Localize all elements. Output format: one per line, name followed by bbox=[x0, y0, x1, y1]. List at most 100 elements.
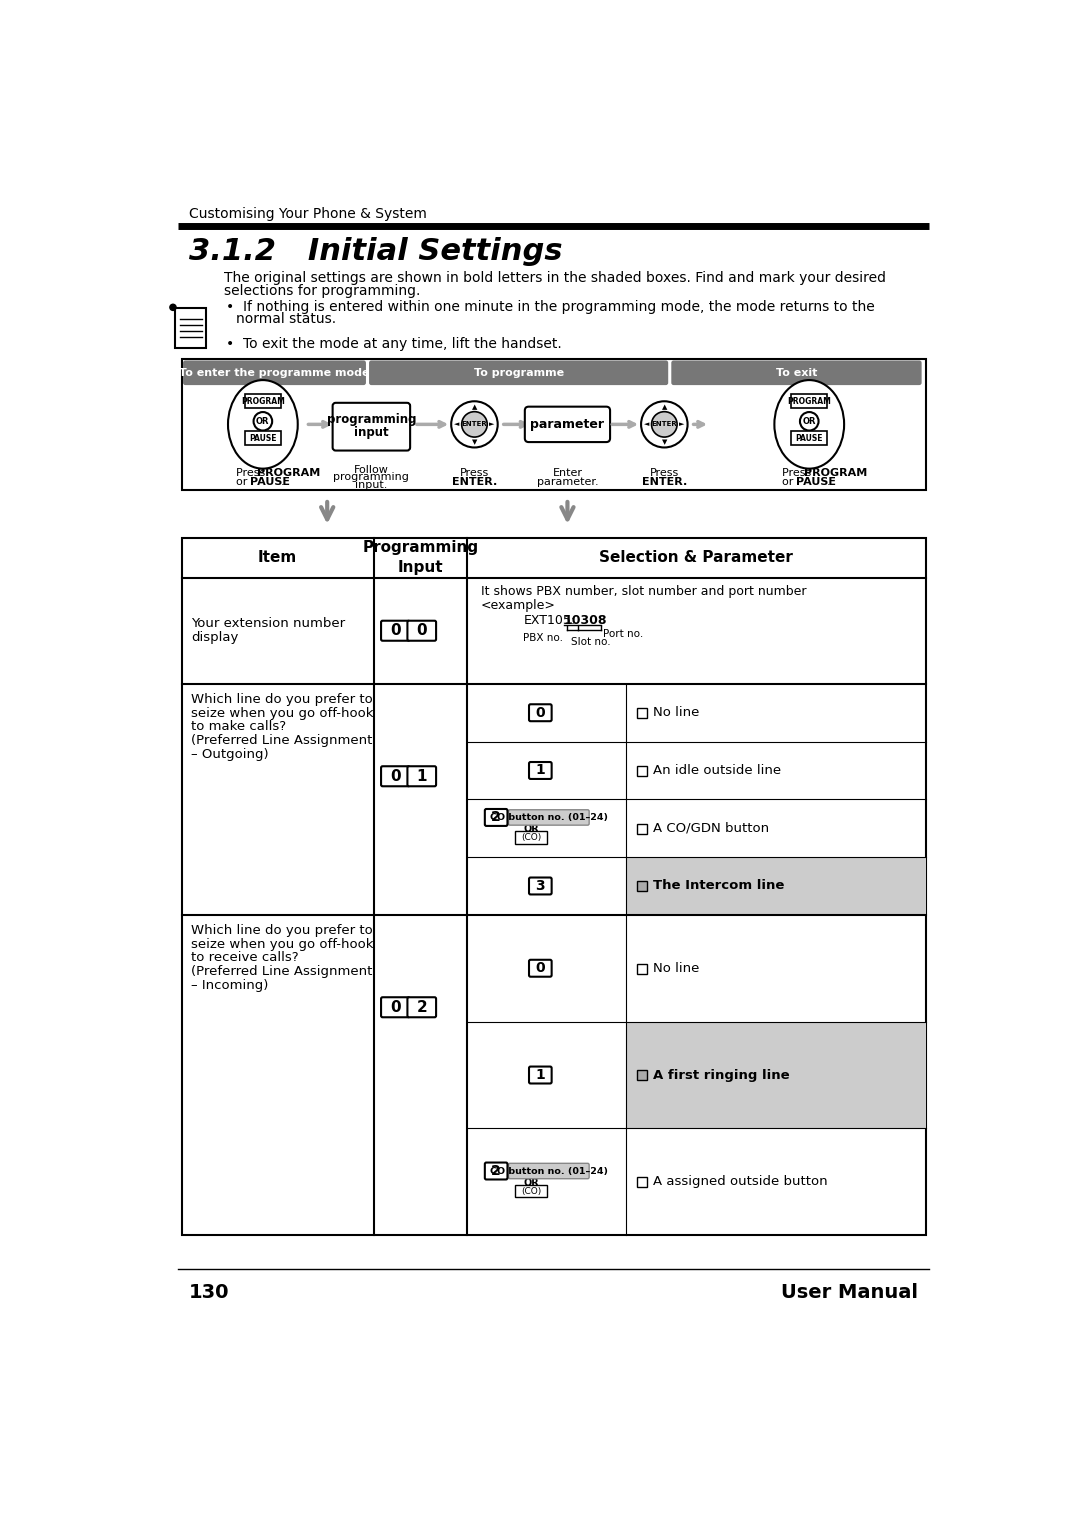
Text: To exit: To exit bbox=[775, 368, 818, 377]
Text: (Preferred Line Assignment: (Preferred Line Assignment bbox=[191, 735, 373, 747]
Text: PAUSE: PAUSE bbox=[249, 477, 289, 487]
Text: 2: 2 bbox=[417, 999, 427, 1015]
Ellipse shape bbox=[228, 380, 298, 469]
Circle shape bbox=[170, 304, 176, 310]
Text: PAUSE: PAUSE bbox=[796, 434, 823, 443]
Text: 2: 2 bbox=[491, 1164, 501, 1178]
Text: ◄: ◄ bbox=[644, 422, 649, 428]
Bar bbox=[625, 857, 926, 915]
Text: Programming
Input: Programming Input bbox=[362, 541, 478, 575]
Text: 1: 1 bbox=[536, 764, 545, 778]
Text: ◄: ◄ bbox=[455, 422, 460, 428]
Text: EXT105:: EXT105: bbox=[524, 614, 576, 626]
Text: PAUSE: PAUSE bbox=[796, 477, 836, 487]
FancyBboxPatch shape bbox=[529, 1067, 552, 1083]
Text: OR: OR bbox=[523, 1178, 539, 1187]
Text: To enter the programme mode: To enter the programme mode bbox=[179, 368, 369, 377]
Text: ENTER.: ENTER. bbox=[642, 477, 687, 487]
FancyBboxPatch shape bbox=[529, 960, 552, 976]
Text: Your extension number: Your extension number bbox=[191, 617, 345, 630]
Text: 2: 2 bbox=[491, 810, 501, 825]
FancyBboxPatch shape bbox=[672, 361, 921, 385]
Text: – Outgoing): – Outgoing) bbox=[191, 749, 269, 761]
Text: 130: 130 bbox=[189, 1282, 230, 1302]
Text: 10308: 10308 bbox=[564, 614, 607, 626]
Text: PAUSE: PAUSE bbox=[249, 434, 276, 443]
Text: No line: No line bbox=[652, 961, 699, 975]
FancyBboxPatch shape bbox=[175, 309, 206, 348]
FancyBboxPatch shape bbox=[381, 766, 409, 787]
Text: 0: 0 bbox=[390, 623, 401, 639]
Text: 1: 1 bbox=[417, 769, 427, 784]
Text: ENTER.: ENTER. bbox=[451, 477, 497, 487]
Text: – Incoming): – Incoming) bbox=[191, 979, 268, 992]
Text: Selection & Parameter: Selection & Parameter bbox=[599, 550, 793, 565]
Text: (CO): (CO) bbox=[521, 1187, 541, 1195]
FancyBboxPatch shape bbox=[381, 998, 409, 1018]
Text: input.: input. bbox=[355, 480, 388, 490]
Text: Slot no.: Slot no. bbox=[571, 637, 611, 648]
Text: ENTER: ENTER bbox=[651, 422, 677, 428]
FancyBboxPatch shape bbox=[509, 1163, 590, 1178]
Text: OR: OR bbox=[256, 417, 270, 426]
Circle shape bbox=[451, 402, 498, 448]
Text: 3: 3 bbox=[536, 879, 545, 892]
Bar bbox=[181, 359, 926, 490]
Text: ▲: ▲ bbox=[472, 403, 477, 410]
Text: (Preferred Line Assignment: (Preferred Line Assignment bbox=[191, 966, 373, 978]
Text: parameter.: parameter. bbox=[537, 477, 598, 487]
Text: 1: 1 bbox=[536, 1068, 545, 1082]
Bar bbox=[637, 964, 647, 973]
Bar bbox=[637, 882, 647, 891]
Text: or: or bbox=[235, 477, 251, 487]
FancyBboxPatch shape bbox=[333, 403, 410, 451]
Text: parameter: parameter bbox=[530, 417, 605, 431]
Text: A CO/GDN button: A CO/GDN button bbox=[652, 822, 769, 834]
Ellipse shape bbox=[774, 380, 845, 469]
Text: Press: Press bbox=[782, 468, 815, 478]
Text: PROGRAM: PROGRAM bbox=[241, 397, 285, 406]
Text: PROGRAM: PROGRAM bbox=[804, 468, 867, 478]
Text: to receive calls?: to receive calls? bbox=[191, 952, 298, 964]
Text: ►: ► bbox=[679, 422, 685, 428]
FancyBboxPatch shape bbox=[515, 831, 548, 843]
Text: 0: 0 bbox=[390, 769, 401, 784]
FancyBboxPatch shape bbox=[485, 808, 508, 827]
Text: <example>: <example> bbox=[481, 599, 555, 611]
Text: .: . bbox=[281, 477, 284, 487]
Circle shape bbox=[642, 402, 688, 448]
FancyBboxPatch shape bbox=[529, 704, 552, 721]
Bar bbox=[637, 707, 647, 718]
FancyBboxPatch shape bbox=[369, 361, 669, 385]
Text: ►: ► bbox=[489, 422, 495, 428]
Bar bbox=[637, 824, 647, 834]
Text: 0: 0 bbox=[390, 999, 401, 1015]
Text: ENTER: ENTER bbox=[461, 422, 487, 428]
Circle shape bbox=[800, 413, 819, 431]
Text: 0: 0 bbox=[536, 961, 545, 975]
Text: .: . bbox=[827, 477, 831, 487]
Bar bbox=[625, 1022, 926, 1128]
Text: Enter: Enter bbox=[553, 468, 582, 478]
FancyBboxPatch shape bbox=[529, 762, 552, 779]
Text: Press: Press bbox=[650, 468, 679, 478]
Bar bbox=[637, 1177, 647, 1187]
Text: ▲: ▲ bbox=[662, 403, 667, 410]
Text: to make calls?: to make calls? bbox=[191, 721, 286, 733]
Text: An idle outside line: An idle outside line bbox=[652, 764, 781, 776]
Text: •  If nothing is entered within one minute in the programming mode, the mode ret: • If nothing is entered within one minut… bbox=[227, 299, 875, 313]
Text: The Intercom line: The Intercom line bbox=[652, 880, 784, 892]
Text: CO button no. (01–24): CO button no. (01–24) bbox=[490, 1166, 608, 1175]
FancyBboxPatch shape bbox=[792, 394, 827, 408]
FancyBboxPatch shape bbox=[245, 394, 281, 408]
FancyBboxPatch shape bbox=[509, 810, 590, 825]
Text: The original settings are shown in bold letters in the shaded boxes. Find and ma: The original settings are shown in bold … bbox=[225, 270, 886, 286]
Text: A first ringing line: A first ringing line bbox=[652, 1068, 789, 1082]
Text: •  To exit the mode at any time, lift the handset.: • To exit the mode at any time, lift the… bbox=[227, 336, 563, 350]
Text: display: display bbox=[191, 631, 239, 645]
Text: PROGRAM: PROGRAM bbox=[787, 397, 832, 406]
Text: selections for programming.: selections for programming. bbox=[225, 284, 420, 298]
Text: No line: No line bbox=[652, 706, 699, 720]
Text: programming: programming bbox=[334, 472, 409, 483]
Text: Follow: Follow bbox=[354, 465, 389, 475]
